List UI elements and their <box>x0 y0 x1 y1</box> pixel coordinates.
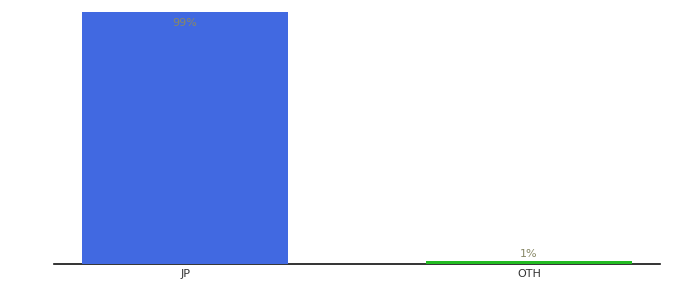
Bar <box>82 11 288 264</box>
Text: 99%: 99% <box>173 18 197 28</box>
Bar <box>426 261 632 264</box>
Text: 1%: 1% <box>520 249 538 259</box>
